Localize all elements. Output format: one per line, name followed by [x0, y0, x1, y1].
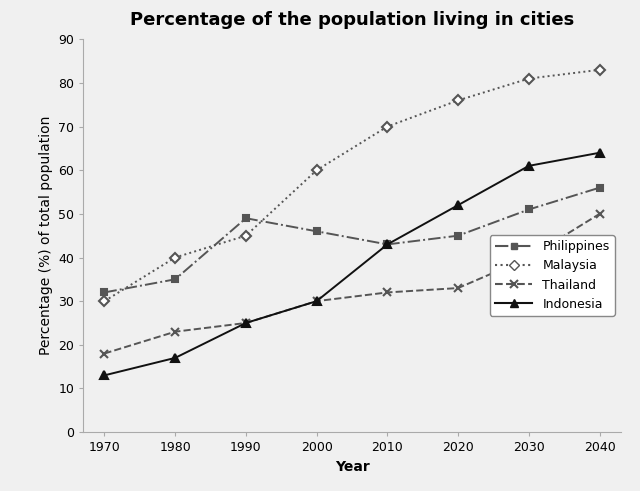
Malaysia [100, 298, 108, 304]
Y-axis label: Percentage (%) of total population: Percentage (%) of total population [38, 116, 52, 355]
Thailand [596, 211, 604, 217]
Thailand [172, 329, 179, 335]
Malaysia [313, 167, 321, 173]
Indonesia [100, 372, 108, 378]
Philippines [596, 185, 604, 191]
Malaysia [454, 97, 462, 103]
Malaysia [172, 254, 179, 260]
Indonesia [525, 163, 532, 169]
Indonesia [172, 355, 179, 361]
Malaysia [383, 124, 391, 130]
Line: Malaysia: Malaysia [101, 66, 603, 304]
Line: Philippines: Philippines [101, 184, 603, 296]
Indonesia [596, 150, 604, 156]
Thailand [525, 254, 532, 260]
Philippines [313, 228, 321, 234]
Malaysia [525, 76, 532, 82]
Indonesia [313, 298, 321, 304]
Philippines [172, 276, 179, 282]
Indonesia [242, 320, 250, 326]
Malaysia [242, 233, 250, 239]
Philippines [525, 207, 532, 213]
Philippines [454, 233, 462, 239]
Thailand [383, 290, 391, 296]
X-axis label: Year: Year [335, 460, 369, 474]
Title: Percentage of the population living in cities: Percentage of the population living in c… [130, 11, 574, 29]
Thailand [242, 320, 250, 326]
Line: Thailand: Thailand [100, 210, 604, 357]
Thailand [100, 351, 108, 356]
Legend: Philippines, Malaysia, Thailand, Indonesia: Philippines, Malaysia, Thailand, Indones… [490, 235, 614, 316]
Malaysia [596, 67, 604, 73]
Indonesia [383, 242, 391, 247]
Indonesia [454, 202, 462, 208]
Thailand [454, 285, 462, 291]
Philippines [242, 215, 250, 221]
Thailand [313, 298, 321, 304]
Philippines [383, 242, 391, 247]
Line: Indonesia: Indonesia [100, 149, 604, 380]
Philippines [100, 290, 108, 296]
